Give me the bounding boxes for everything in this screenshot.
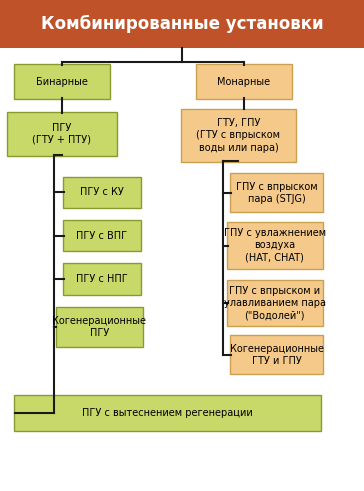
FancyBboxPatch shape [63,220,141,251]
FancyBboxPatch shape [227,222,323,269]
Text: ПГУ с вытеснением регенерации: ПГУ с вытеснением регенерации [82,408,253,418]
Text: ПГУ с КУ: ПГУ с КУ [80,188,124,197]
FancyBboxPatch shape [181,109,296,162]
FancyBboxPatch shape [14,64,110,99]
Text: Комбинированные установки: Комбинированные установки [41,15,323,33]
Text: Бинарные: Бинарные [36,77,88,86]
FancyBboxPatch shape [63,263,141,295]
FancyBboxPatch shape [230,173,323,212]
FancyBboxPatch shape [14,395,321,431]
Text: ПГУ с ВПГ: ПГУ с ВПГ [76,231,127,241]
FancyBboxPatch shape [196,64,292,99]
FancyBboxPatch shape [7,112,117,156]
Text: ГПУ с впрыском и
улавливанием пара
("Водолей"): ГПУ с впрыском и улавливанием пара ("Вод… [224,286,326,320]
Text: ГТУ, ГПУ
(ГТУ с впрыском
воды или пара): ГТУ, ГПУ (ГТУ с впрыском воды или пара) [197,118,280,153]
FancyBboxPatch shape [230,335,323,374]
Text: Когенерационные
ПГУ: Когенерационные ПГУ [52,316,146,338]
FancyBboxPatch shape [227,280,323,326]
Text: Монарные: Монарные [217,77,270,86]
Bar [0,0,364,48]
FancyBboxPatch shape [63,177,141,208]
Text: ГПУ с увлажнением
воздуха
(HAT, CHAT): ГПУ с увлажнением воздуха (HAT, CHAT) [224,228,326,263]
Text: ПГУ с НПГ: ПГУ с НПГ [76,274,128,284]
Text: Когенерационные
ГТУ и ГПУ: Когенерационные ГТУ и ГПУ [230,344,324,366]
Text: ПГУ
(ГТУ + ПТУ): ПГУ (ГТУ + ПТУ) [32,123,91,145]
FancyBboxPatch shape [56,307,143,347]
Text: ГПУ с впрыском
пара (STJG): ГПУ с впрыском пара (STJG) [236,182,317,204]
